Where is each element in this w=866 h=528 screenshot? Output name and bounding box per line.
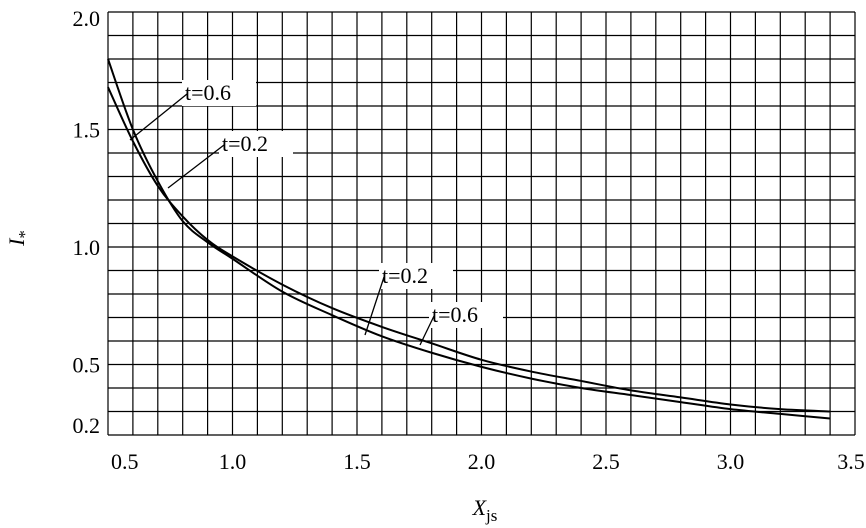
annotation-bg xyxy=(429,302,503,328)
x-label-main: X xyxy=(472,495,488,520)
y-tick-label: 2.0 xyxy=(73,6,101,31)
y-label-main: I xyxy=(4,237,29,247)
x-axis-label: Xjs xyxy=(472,495,498,525)
y-tick-label: 1.5 xyxy=(73,118,101,143)
leader-line xyxy=(167,144,225,189)
x-tick-label: 2.5 xyxy=(592,449,620,474)
curve xyxy=(107,58,831,420)
annotation-bg xyxy=(182,80,256,106)
y-tick-label: 0.2 xyxy=(73,413,101,438)
curve xyxy=(107,86,831,413)
annotation: t=0.6 xyxy=(432,302,478,327)
annotation: t=0.2 xyxy=(222,131,268,156)
annotation-bg xyxy=(219,131,293,157)
leader-line xyxy=(419,315,435,346)
annotation-bg xyxy=(379,263,453,289)
x-tick-label: 2.0 xyxy=(468,449,496,474)
y-tick-label: 1.0 xyxy=(73,235,101,260)
annotation: t=0.2 xyxy=(382,263,428,288)
annotation: t=0.6 xyxy=(185,80,231,105)
y-tick-label: 0.5 xyxy=(73,353,101,378)
y-label-sub: * xyxy=(15,230,34,239)
x-tick-label: 0.5 xyxy=(111,449,139,474)
x-tick-label: 1.5 xyxy=(343,449,371,474)
leader-line xyxy=(364,276,385,336)
leader-line xyxy=(129,93,188,141)
x-tick-label: 3.5 xyxy=(837,449,865,474)
x-tick-label: 3.0 xyxy=(717,449,745,474)
x-tick-label: 1.0 xyxy=(219,449,247,474)
x-label-sub: js xyxy=(485,506,497,525)
y-axis-label: I* xyxy=(4,230,34,247)
